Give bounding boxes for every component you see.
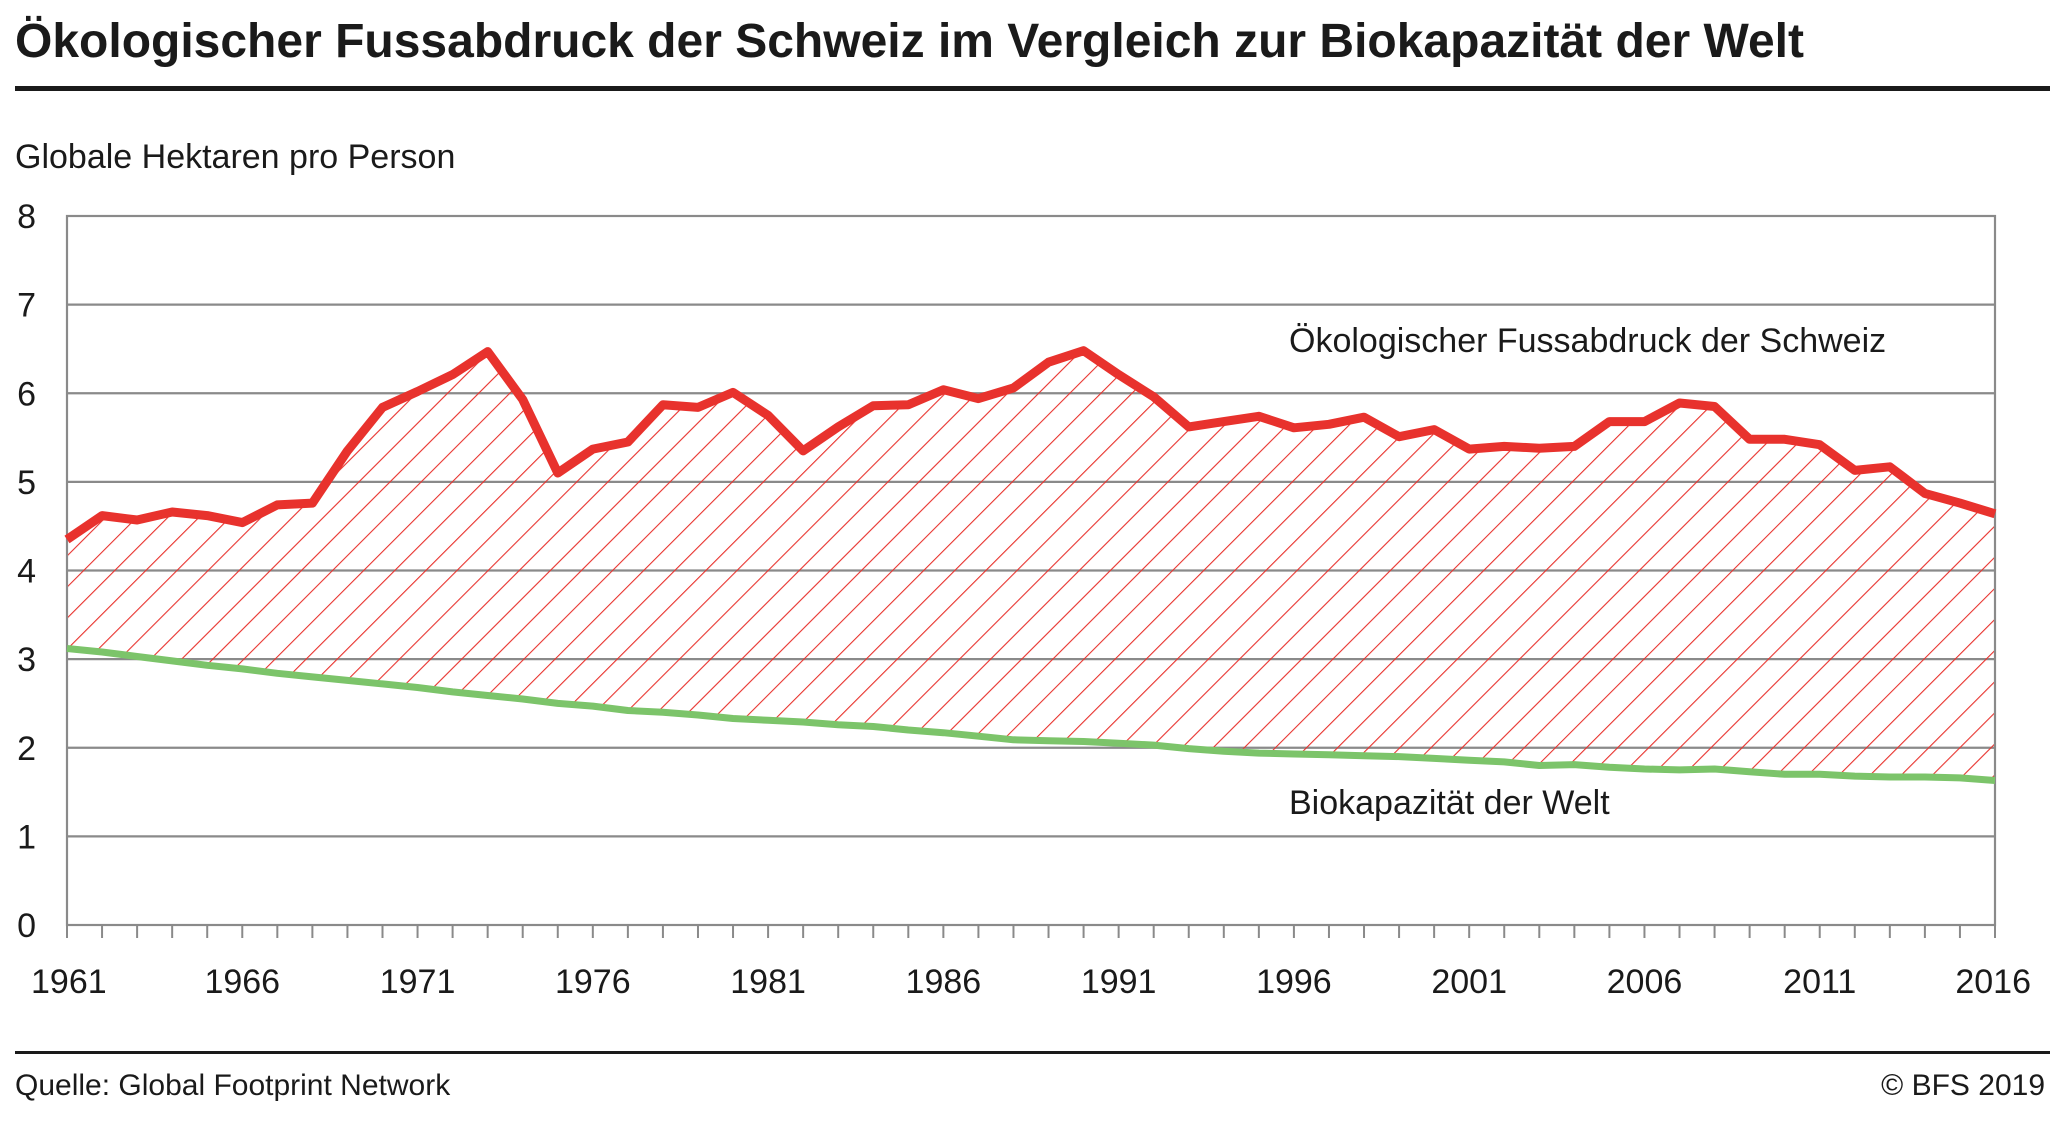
x-tick-label: 2016: [1955, 963, 2031, 1001]
plot-frame: [65, 214, 1997, 927]
x-tick-label: 2001: [1431, 963, 1507, 1001]
gap-area: [67, 350, 1995, 781]
x-tick-label: 1986: [906, 963, 982, 1001]
y-tick-label: 3: [17, 641, 36, 679]
y-tick-label: 1: [17, 818, 36, 856]
y-tick-label: 7: [17, 287, 36, 325]
x-tick-label: 1996: [1256, 963, 1332, 1001]
footprint-series-label: Ökologischer Fussabdruck der Schweiz: [1289, 322, 1886, 360]
y-tick-label: 8: [17, 198, 36, 236]
copyright-note: © BFS 2019: [1881, 1069, 2045, 1102]
x-tick-label: 1971: [380, 963, 456, 1001]
series-lines: [64, 346, 1997, 784]
y-tick-label: 6: [17, 375, 36, 413]
x-tick-label: 1991: [1081, 963, 1157, 1001]
x-tick-label: 2006: [1607, 963, 1683, 1001]
biocapacity-line: [66, 645, 1996, 784]
y-tick-label: 0: [17, 907, 36, 945]
series-annotations: Ökologischer Fussabdruck der Schweiz Biok…: [1289, 322, 1886, 822]
footer-rule: [15, 1051, 2050, 1054]
y-tick-label: 2: [17, 730, 36, 768]
y-tick-label: 4: [17, 553, 36, 591]
x-tick-label: 2011: [1783, 963, 1856, 1001]
title-rule: [15, 86, 2050, 91]
axis-ticks: 0 1 2 3 4 5 6 7 8 1961 1966 1971 1976 1981 1986 1991 199…: [17, 198, 2031, 1001]
source-note: Quelle: Global Footprint Network: [15, 1069, 451, 1102]
chart-title: Ökologischer Fussabdruck der Schweiz im …: [15, 15, 1804, 68]
hatched-gap-area: [67, 350, 1995, 781]
biocapacity-series-label: Biokapazität der Welt: [1289, 784, 1610, 822]
y-tick-label: 5: [17, 464, 36, 502]
x-tick-label: 1981: [730, 963, 806, 1001]
footprint-line: [64, 346, 1997, 544]
y-axis-label: Globale Hektaren pro Person: [15, 138, 456, 176]
x-tick-label: 1966: [204, 963, 280, 1001]
plot-border: [65, 214, 1997, 927]
x-tick-label: 1976: [555, 963, 631, 1001]
x-tick-label: 1961: [31, 963, 107, 1001]
